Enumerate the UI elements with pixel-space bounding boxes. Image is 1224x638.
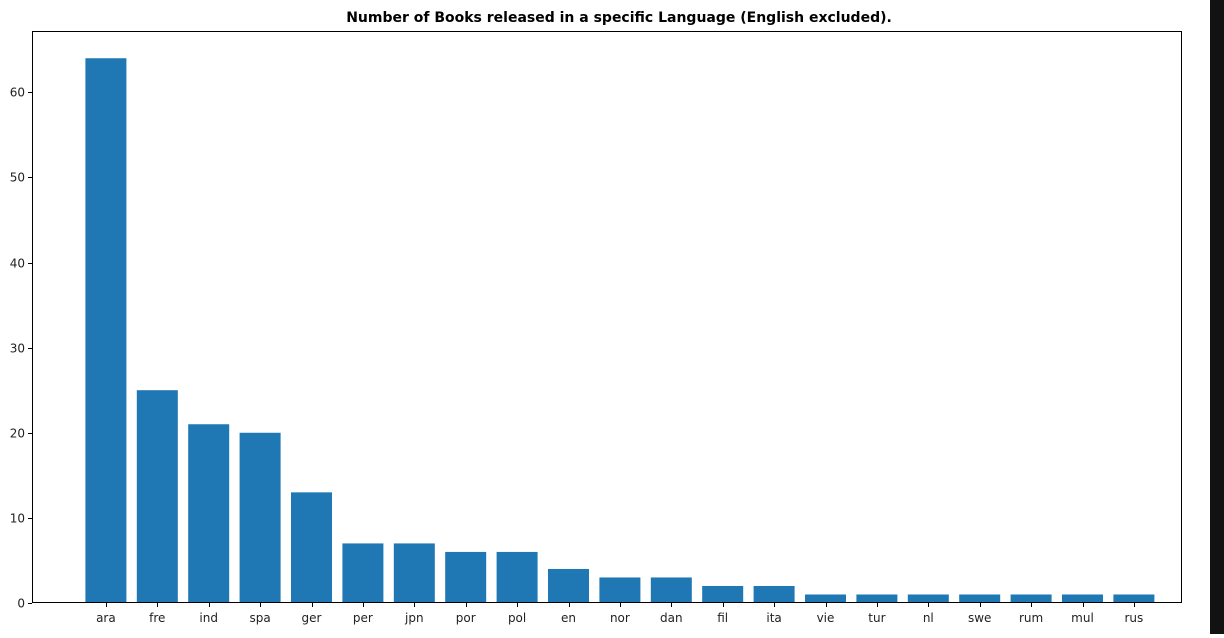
bar-per <box>342 543 384 603</box>
x-tick-label: en <box>561 611 576 625</box>
y-tick-label: 10 <box>10 512 25 526</box>
bar-tur <box>856 594 898 603</box>
bar-nor <box>599 577 641 603</box>
y-tick-label: 50 <box>10 171 25 185</box>
x-tick-label: mul <box>1071 611 1094 625</box>
bar-spa <box>239 432 281 603</box>
x-tick-label: ger <box>302 611 322 625</box>
bar-rus <box>1113 594 1155 603</box>
plot-area: 0 10 20 30 40 50 60 ara fre ind spa ger per jpn por pol… <box>10 31 1182 625</box>
x-tick-label: tur <box>868 611 885 625</box>
bar-dan <box>650 577 692 603</box>
bar-ger <box>291 492 332 603</box>
bar-fre <box>136 390 178 603</box>
plot-frame <box>32 31 1182 603</box>
y-tick-label: 20 <box>10 427 25 441</box>
x-tick-label: ind <box>199 611 218 625</box>
bar-pol <box>496 551 538 603</box>
bar-nl <box>907 594 949 603</box>
bar-ind <box>188 424 230 603</box>
y-tick-label: 0 <box>17 597 25 611</box>
bar-ita <box>753 585 795 603</box>
y-tick-label: 60 <box>10 86 25 100</box>
x-tick-label: ara <box>96 611 116 625</box>
bar-ara <box>85 58 127 604</box>
x-tick-label: fre <box>149 611 165 625</box>
x-tick-label: pol <box>508 611 526 625</box>
x-tick-label: rum <box>1019 611 1043 625</box>
x-tick-label: per <box>353 611 373 625</box>
x-tick-label: dan <box>660 611 683 625</box>
bar-en <box>548 568 589 603</box>
bar-swe <box>959 594 1001 603</box>
chart-title: Number of Books released in a specific L… <box>346 10 892 26</box>
bar-mul <box>1062 594 1103 603</box>
window-edge <box>1210 0 1224 634</box>
bar-por <box>445 551 487 603</box>
y-tick-label: 30 <box>10 342 25 356</box>
x-tick-label: fil <box>717 611 728 625</box>
bar-rum <box>1010 594 1052 603</box>
x-tick-label: rus <box>1125 611 1144 625</box>
x-tick-label: ita <box>766 611 781 625</box>
y-tick-label: 40 <box>10 257 25 271</box>
x-tick-label: nor <box>610 611 630 625</box>
x-tick-label: jpn <box>404 611 424 625</box>
bar-jpn <box>393 543 435 603</box>
x-tick-label: vie <box>817 611 835 625</box>
bar-vie <box>805 594 846 603</box>
x-tick-label: spa <box>249 611 270 625</box>
x-tick-label: por <box>456 611 476 625</box>
bar-fil <box>702 585 744 603</box>
x-tick-label: swe <box>968 611 991 625</box>
x-tick-label: nl <box>923 611 934 625</box>
